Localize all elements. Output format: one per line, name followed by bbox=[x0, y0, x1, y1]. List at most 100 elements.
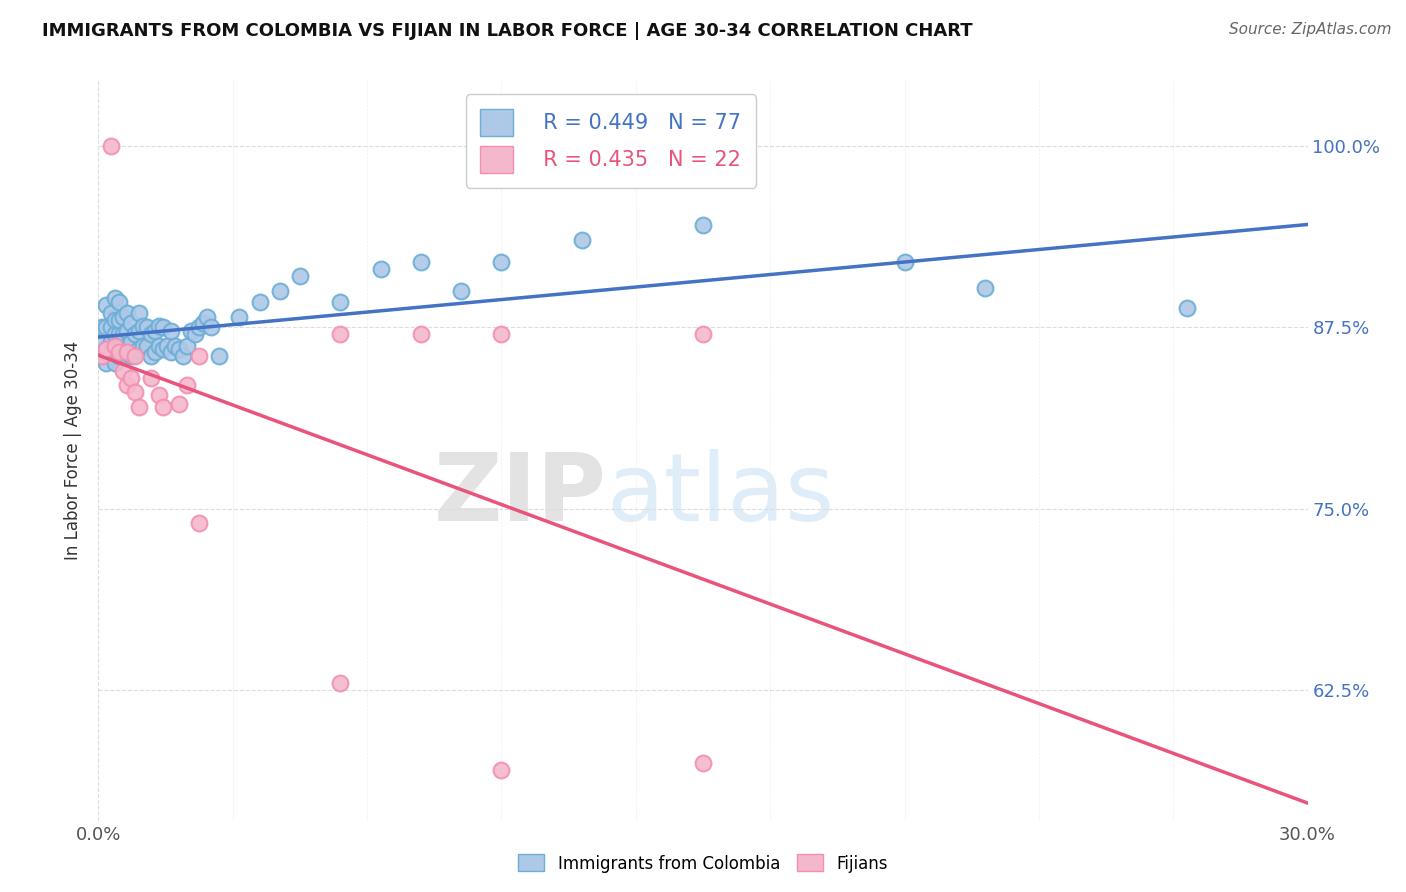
Point bbox=[132, 318, 155, 333]
Point bbox=[329, 327, 352, 342]
Y-axis label: In Labor Force | Age 30-34: In Labor Force | Age 30-34 bbox=[65, 341, 83, 560]
Point bbox=[152, 400, 174, 414]
Point bbox=[176, 378, 198, 392]
Point bbox=[571, 233, 593, 247]
Point bbox=[249, 295, 271, 310]
Point bbox=[128, 325, 150, 339]
Point bbox=[91, 320, 114, 334]
Point bbox=[148, 318, 170, 333]
Point bbox=[100, 138, 122, 153]
Point bbox=[692, 327, 714, 342]
Point bbox=[409, 254, 432, 268]
Text: atlas: atlas bbox=[606, 449, 835, 541]
Point bbox=[692, 756, 714, 770]
Point bbox=[139, 327, 162, 342]
Point bbox=[100, 334, 122, 349]
Point bbox=[491, 254, 513, 268]
Point bbox=[103, 291, 125, 305]
Point bbox=[167, 342, 190, 356]
Point bbox=[128, 400, 150, 414]
Point bbox=[228, 310, 250, 324]
Legend:   R = 0.449   N = 77,   R = 0.435   N = 22: R = 0.449 N = 77, R = 0.435 N = 22 bbox=[465, 95, 755, 187]
Point bbox=[124, 349, 146, 363]
Text: Source: ZipAtlas.com: Source: ZipAtlas.com bbox=[1229, 22, 1392, 37]
Text: IMMIGRANTS FROM COLOMBIA VS FIJIAN IN LABOR FORCE | AGE 30-34 CORRELATION CHART: IMMIGRANTS FROM COLOMBIA VS FIJIAN IN LA… bbox=[42, 22, 973, 40]
Point bbox=[269, 284, 291, 298]
Point bbox=[115, 325, 138, 339]
Point bbox=[152, 320, 174, 334]
Point bbox=[124, 344, 146, 359]
Point bbox=[91, 334, 114, 349]
Point bbox=[184, 327, 207, 342]
Point bbox=[156, 339, 179, 353]
Point bbox=[120, 316, 142, 330]
Point bbox=[974, 281, 997, 295]
Point bbox=[107, 344, 129, 359]
Point bbox=[172, 349, 194, 363]
Point bbox=[111, 363, 134, 377]
Point bbox=[188, 516, 211, 530]
Point bbox=[491, 763, 513, 777]
Point bbox=[120, 349, 142, 363]
Point bbox=[195, 310, 218, 324]
Point bbox=[96, 298, 118, 312]
Point bbox=[148, 388, 170, 402]
Point bbox=[128, 305, 150, 319]
Point bbox=[100, 320, 122, 334]
Point bbox=[148, 339, 170, 353]
Point bbox=[103, 327, 125, 342]
Point bbox=[107, 349, 129, 363]
Point bbox=[115, 339, 138, 353]
Point bbox=[409, 327, 432, 342]
Point bbox=[91, 349, 114, 363]
Point bbox=[107, 339, 129, 353]
Point bbox=[135, 320, 157, 334]
Point bbox=[107, 313, 129, 327]
Point bbox=[103, 313, 125, 327]
Point bbox=[135, 339, 157, 353]
Point bbox=[200, 320, 222, 334]
Point bbox=[288, 269, 311, 284]
Point bbox=[124, 327, 146, 342]
Point bbox=[120, 334, 142, 349]
Point bbox=[1175, 301, 1198, 316]
Point bbox=[107, 327, 129, 342]
Point bbox=[128, 342, 150, 356]
Point bbox=[107, 295, 129, 310]
Point bbox=[115, 349, 138, 363]
Point bbox=[176, 339, 198, 353]
Point bbox=[143, 325, 166, 339]
Point bbox=[103, 356, 125, 370]
Legend: Immigrants from Colombia, Fijians: Immigrants from Colombia, Fijians bbox=[510, 847, 896, 880]
Point bbox=[96, 320, 118, 334]
Point bbox=[163, 339, 186, 353]
Point bbox=[370, 262, 392, 277]
Point bbox=[115, 305, 138, 319]
Point bbox=[193, 316, 215, 330]
Point bbox=[450, 284, 472, 298]
Point bbox=[96, 356, 118, 370]
Text: ZIP: ZIP bbox=[433, 449, 606, 541]
Point bbox=[96, 342, 118, 356]
Point bbox=[115, 344, 138, 359]
Point bbox=[329, 675, 352, 690]
Point bbox=[188, 320, 211, 334]
Point bbox=[103, 342, 125, 356]
Point bbox=[111, 310, 134, 324]
Point bbox=[132, 339, 155, 353]
Point bbox=[111, 349, 134, 363]
Point bbox=[167, 397, 190, 411]
Point bbox=[139, 371, 162, 385]
Point bbox=[329, 295, 352, 310]
Point bbox=[160, 344, 183, 359]
Point bbox=[103, 339, 125, 353]
Point bbox=[111, 327, 134, 342]
Point bbox=[115, 378, 138, 392]
Point bbox=[111, 339, 134, 353]
Point bbox=[491, 327, 513, 342]
Point bbox=[139, 349, 162, 363]
Point bbox=[100, 305, 122, 319]
Point bbox=[124, 385, 146, 400]
Point bbox=[893, 254, 915, 268]
Point bbox=[152, 342, 174, 356]
